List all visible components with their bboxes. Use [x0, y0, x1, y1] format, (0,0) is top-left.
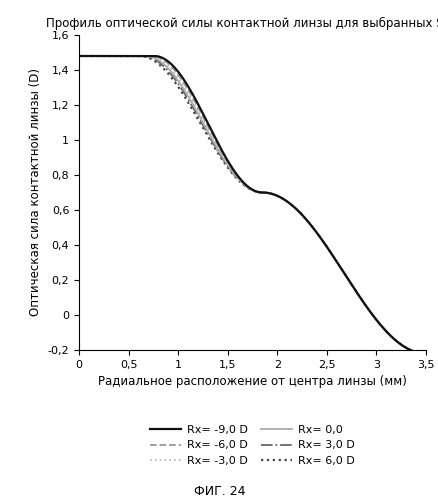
X-axis label: Радиальное расположение от центра линзы (мм): Радиальное расположение от центра линзы … — [98, 376, 406, 388]
Title: Профиль оптической силы контактной линзы для выбранных SKU: Профиль оптической силы контактной линзы… — [46, 16, 438, 30]
Legend: Rx= -9,0 D, Rx= -6,0 D, Rx= -3,0 D, Rx= 0,0, Rx= 3,0 D, Rx= 6,0 D: Rx= -9,0 D, Rx= -6,0 D, Rx= -3,0 D, Rx= … — [150, 425, 354, 466]
Text: ФИГ. 24: ФИГ. 24 — [193, 485, 245, 498]
Y-axis label: Оптическая сила контактной линзы (D): Оптическая сила контактной линзы (D) — [29, 68, 42, 316]
